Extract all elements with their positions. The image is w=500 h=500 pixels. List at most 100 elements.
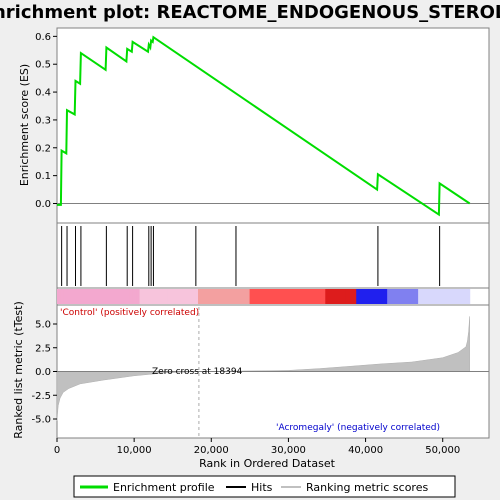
heatmap-cell [287, 289, 292, 304]
es-y-tick-label: 0.4 [35, 88, 51, 99]
heatmap-cell [84, 289, 89, 304]
heatmap-cell [462, 289, 467, 304]
heatmap-cell [77, 289, 82, 304]
heatmap-cell [421, 289, 426, 304]
heatmap-cell [425, 289, 429, 304]
heatmap-cell [177, 289, 182, 304]
heatmap-cell [118, 289, 123, 304]
heatmap-cell [191, 289, 196, 304]
heatmap-cell [277, 289, 282, 304]
chart-title: Enrichment plot: REACTOME_ENDOGENOUS_STE… [0, 2, 500, 23]
heatmap-cell [125, 289, 130, 304]
heatmap-cell [122, 289, 127, 304]
heatmap-cell [428, 289, 433, 304]
heatmap-cell [170, 289, 175, 304]
legend-box [73, 475, 456, 498]
heatmap-cell [198, 289, 202, 304]
heatmap-cell [74, 289, 79, 304]
heatmap-cell [369, 289, 374, 304]
heatmap-cell [132, 289, 137, 304]
heatmap-cell [263, 289, 268, 304]
heatmap-cell [455, 289, 460, 304]
heatmap-cell [201, 289, 206, 304]
heatmap-cell [352, 289, 357, 304]
legend-enrichment-label: Enrichment profile [113, 481, 215, 494]
x-tick-label: 30,000 [271, 445, 306, 456]
heatmap-cell [431, 289, 436, 304]
heatmap-cell [208, 289, 213, 304]
heatmap-cell [246, 289, 251, 304]
heatmap-cell [215, 289, 220, 304]
enrichment-profile-line [57, 35, 471, 217]
heatmap-cell [270, 289, 275, 304]
heatmap-cell [228, 289, 233, 304]
heatmap-cell [294, 289, 299, 304]
es-panel [56, 27, 490, 224]
heatmap-cell [108, 289, 113, 304]
heatmap-cell [242, 289, 247, 304]
metric-y-axis-label: Ranked list metric (tTest) [12, 301, 25, 438]
heatmap-cell [318, 289, 323, 304]
es-y-tick-label: 0.2 [35, 143, 51, 154]
heatmap-cell [321, 289, 326, 304]
heatmap-cell [101, 289, 106, 304]
heatmap-cell [335, 289, 340, 304]
negative-correlation-label: 'Acromegaly' (negatively correlated) [276, 423, 440, 433]
heatmap-cell [438, 289, 443, 304]
heatmap-cell [146, 289, 151, 304]
heatmap-cell [414, 289, 419, 304]
heatmap-cell [435, 289, 440, 304]
heatmap-cell [211, 289, 216, 304]
heatmap-cell [163, 289, 168, 304]
heatmap-cell [105, 289, 110, 304]
heatmap-cell [466, 289, 471, 304]
es-y-tick-label: 0.6 [35, 32, 51, 43]
heatmap-cell [280, 289, 285, 304]
x-tick-label: 0 [54, 445, 60, 456]
heatmap-cell [418, 289, 423, 304]
heatmap-cell [142, 289, 147, 304]
heatmap-cell [253, 289, 257, 304]
heatmap-cell [81, 289, 86, 304]
heatmap-cell [115, 289, 120, 304]
hits-panel [56, 222, 490, 289]
heatmap-cell [452, 289, 457, 304]
heatmap-cell [404, 289, 409, 304]
heatmap-cell [139, 289, 144, 304]
heatmap-cell [304, 289, 309, 304]
x-tick-label: 50,000 [425, 445, 460, 456]
es-y-axis-label: Enrichment score (ES) [18, 64, 31, 186]
heatmap-cell [173, 289, 178, 304]
heatmap-cell [342, 289, 347, 304]
heatmap-cell [218, 289, 223, 304]
x-axis-label: Rank in Ordered Dataset [199, 457, 336, 470]
heatmap-cell [301, 289, 306, 304]
es-y-tick-label: 0.0 [35, 199, 51, 210]
x-tick-label: 10,000 [117, 445, 152, 456]
heatmap-cell [98, 289, 103, 304]
es-y-tick-label: 0.3 [35, 115, 51, 126]
heatmap-cell [187, 289, 192, 304]
es-y-tick-label: 0.1 [35, 171, 51, 182]
heatmap-cell [400, 289, 405, 304]
x-tick-label: 40,000 [348, 445, 383, 456]
heatmap-cell [390, 289, 395, 304]
heatmap-cell [180, 289, 185, 304]
heatmap-cell [363, 289, 368, 304]
heatmap-cell [394, 289, 398, 304]
heatmap-cell [235, 289, 240, 304]
heatmap-cell [232, 289, 237, 304]
heatmap-cell [397, 289, 402, 304]
zero-cross-label: Zero cross at 18394 [152, 367, 243, 377]
heatmap-cell [332, 289, 337, 304]
heatmap-cell [256, 289, 261, 304]
heatmap-cell [60, 289, 65, 304]
heatmap-cell [184, 289, 189, 304]
heatmap-cell [376, 289, 381, 304]
heatmap-cell [91, 289, 96, 304]
heatmap-bar [57, 289, 471, 304]
legend: Enrichment profile Hits Ranking metric s… [73, 475, 456, 498]
heatmap-cell [156, 289, 161, 304]
heatmap-cell [129, 289, 134, 304]
